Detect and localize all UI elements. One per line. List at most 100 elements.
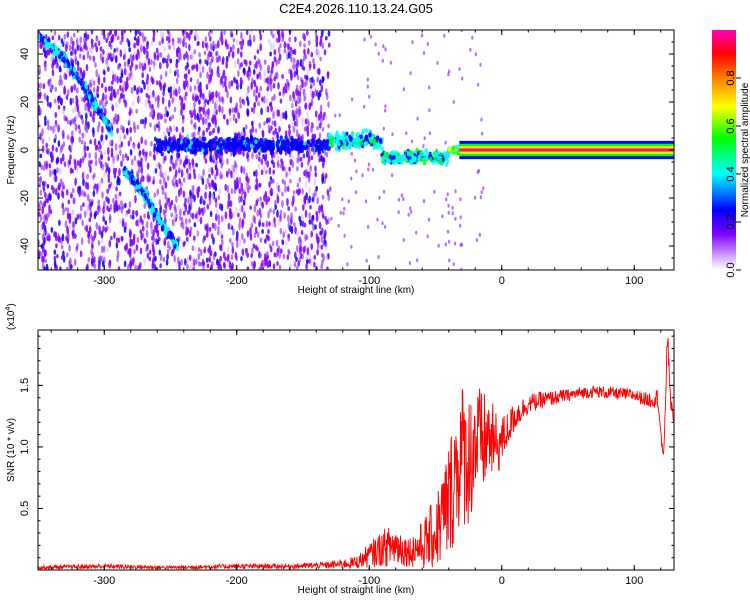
heatmap-cell [196,215,200,223]
heatmap-cell [367,162,371,167]
heatmap-cell [74,177,77,187]
heatmap-cell [256,49,260,54]
heatmap-cell [159,263,162,269]
heatmap-cell [69,97,73,106]
heatmap-cell [304,118,308,125]
heatmap-cell [357,144,362,150]
heatmap-cell [205,127,209,133]
heatmap-cell [73,32,76,38]
heatmap-cell [189,85,192,93]
heatmap-cell [101,125,104,134]
heatmap-cell [148,256,151,262]
heatmap-cell [182,177,186,183]
heatmap-cell [325,254,329,261]
heatmap-cell [185,230,188,237]
heatmap-cell [246,150,250,158]
heatmap-cell [151,263,155,269]
heatmap-cell [114,92,117,99]
heatmap-cell [114,30,117,36]
heatmap-cell [92,185,96,191]
heatmap-cell [140,188,144,194]
heatmap-cell [53,260,57,267]
heatmap-cell [277,109,281,117]
heatmap-cell [123,134,126,140]
heatmap-cell [186,236,189,242]
heatmap-cell [104,119,108,125]
heatmap-cell [240,44,243,51]
heatmap-cell [103,76,106,84]
heatmap-cell [253,81,257,88]
heatmap-cell [325,151,329,158]
heatmap-cell [245,91,249,98]
heatmap-cell [376,217,379,222]
heatmap-cell [274,109,278,116]
heatmap-cell [154,168,158,174]
heatmap-cell [195,95,198,103]
heatmap-cell [341,197,344,202]
heatmap-cell [258,156,261,162]
heatmap-cell [219,255,222,262]
heatmap-cell [322,239,326,247]
heatmap-cell [447,203,450,208]
heatmap-cell [122,82,125,89]
heatmap-cell [296,74,300,81]
heatmap-cell [82,202,85,207]
heatmap-cell [273,76,277,82]
heatmap-cell [480,117,483,122]
heatmap-cell [264,153,268,161]
heatmap-cell [193,85,197,91]
heatmap-cell [212,152,215,161]
heatmap-cell [311,138,316,144]
heatmap-cell [184,258,187,266]
heatmap-cell [202,168,205,177]
heatmap-cell [78,44,82,53]
heatmap-cell [473,195,477,200]
heatmap-cell [447,69,451,74]
heatmap-cell [134,30,138,37]
heatmap-cell [97,199,100,206]
heatmap-cell [58,219,61,226]
heatmap-cell [160,226,164,232]
heatmap-cell [247,39,250,47]
heatmap-cell [78,185,82,191]
heatmap-cell [279,135,283,141]
heatmap-cell [76,44,80,52]
heatmap-cell [305,235,309,240]
heatmap-cell [223,261,226,268]
heatmap-cell [454,216,457,221]
heatmap-cell [188,43,191,52]
heatmap-cell [164,181,168,189]
heatmap-cell [232,76,236,84]
heatmap-cell [277,46,281,54]
heatmap-cell [258,208,262,216]
heatmap-cell [70,36,73,45]
heatmap-cell [202,92,205,101]
heatmap-cell [246,96,249,102]
heatmap-cell [308,186,311,195]
heatmap-cell [320,244,324,250]
heatmap-cell [220,95,224,103]
heatmap-cell [53,255,57,262]
heatmap-cell [210,58,214,64]
heatmap-cell [252,34,256,43]
heatmap-cell [131,54,135,62]
heatmap-cell [428,108,431,113]
heatmap-cell [94,62,97,68]
heatmap-cell [357,136,361,142]
heatmap-cell [120,205,124,215]
heatmap-cell [407,212,410,217]
heatmap-cell [59,157,63,165]
heatmap-cell [47,136,51,142]
heatmap-cell [64,207,68,212]
heatmap-cell [257,101,260,107]
heatmap-cell [325,218,329,226]
heatmap-cell [103,70,106,76]
heatmap-cell [39,224,43,233]
heatmap-cell [54,187,58,196]
heatmap-cell [226,253,230,260]
heatmap-cell [70,85,74,92]
heatmap-cell [211,182,215,188]
heatmap-cell [321,227,324,235]
heatmap-cell [293,120,297,127]
heatmap-cell [67,199,71,205]
